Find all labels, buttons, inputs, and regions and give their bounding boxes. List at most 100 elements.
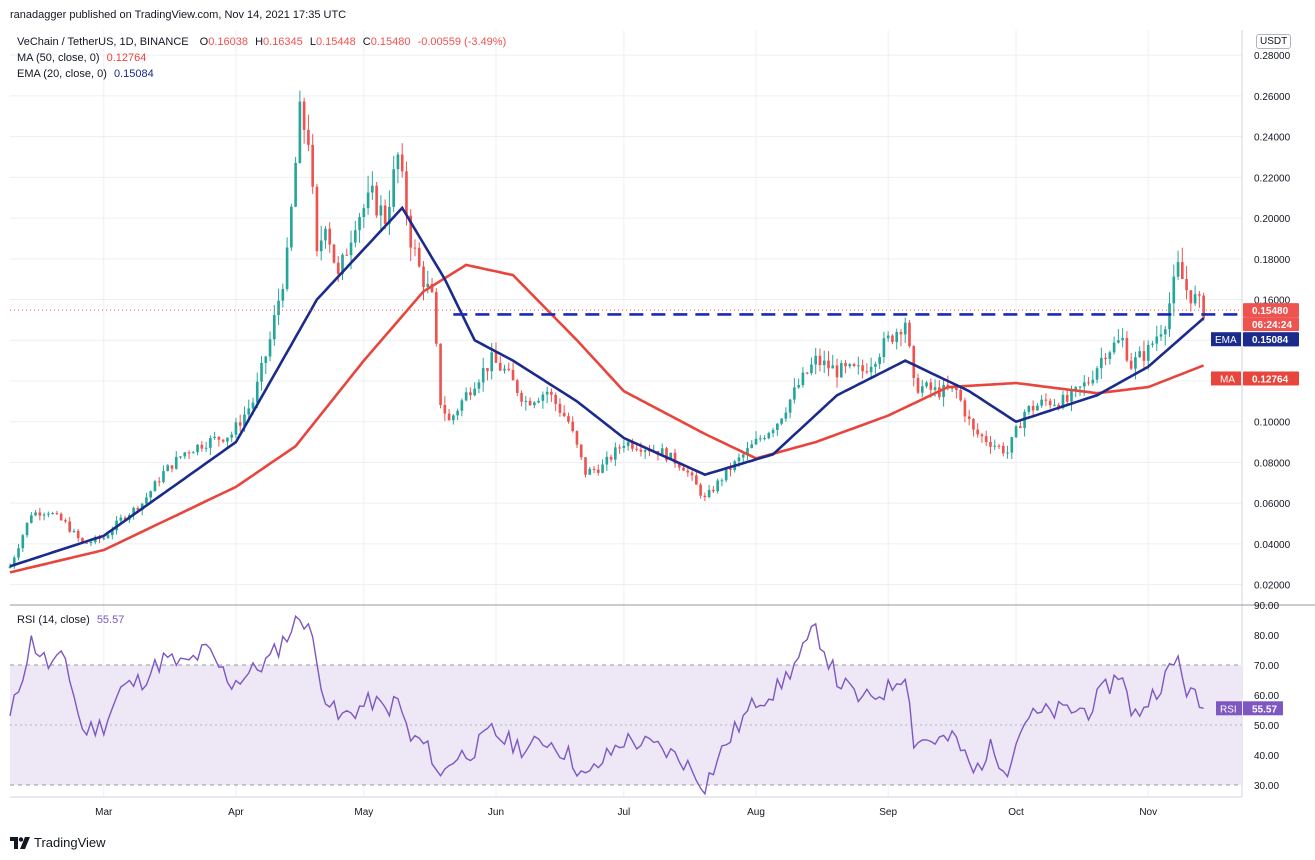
- candle-body: [716, 480, 719, 492]
- candle: [1172, 264, 1176, 317]
- candle-body: [865, 371, 869, 373]
- candle-body: [430, 283, 434, 293]
- candle: [848, 363, 852, 369]
- currency-selector[interactable]: USDT: [1256, 34, 1292, 49]
- candle: [805, 371, 809, 375]
- candle-body: [1048, 400, 1052, 406]
- price-tick-label: 0.24000: [1254, 133, 1291, 144]
- candle-body: [929, 382, 933, 390]
- candle-body: [1193, 294, 1197, 304]
- high-value: 0.16345: [263, 36, 303, 48]
- candle: [724, 468, 728, 483]
- countdown-tag-bg: [1243, 317, 1299, 332]
- ma-value-tag-bg: [1243, 371, 1299, 386]
- candle: [42, 512, 46, 521]
- candle-body: [464, 392, 468, 401]
- candle: [1193, 285, 1197, 307]
- candle: [852, 362, 856, 368]
- candle: [238, 414, 242, 432]
- candle: [47, 511, 50, 518]
- candle-body: [993, 445, 997, 447]
- candle-body: [1176, 262, 1180, 277]
- candle: [635, 444, 638, 452]
- change-value: -0.00559 (-3.49%): [417, 36, 507, 48]
- ma-value-tag: 0.12764: [1243, 371, 1299, 386]
- candle-body: [1001, 445, 1005, 454]
- ema-label: EMA (20, close, 0): [17, 68, 107, 80]
- candle-body: [1189, 290, 1193, 304]
- candle-body: [89, 542, 93, 544]
- candle-body: [162, 471, 165, 482]
- candle-body: [166, 465, 170, 472]
- candle-body: [984, 436, 988, 442]
- tradingview-logo[interactable]: TradingView: [10, 835, 106, 850]
- candle: [925, 380, 928, 389]
- candle: [831, 354, 835, 369]
- rsi-tick-label: 90.00: [1254, 601, 1279, 612]
- candle-body: [771, 429, 775, 434]
- candle: [358, 213, 361, 243]
- candle-body: [388, 206, 391, 224]
- candle-body: [758, 438, 762, 440]
- candle: [392, 155, 395, 213]
- candle-body: [507, 368, 511, 370]
- candle-body: [38, 512, 42, 516]
- candle: [963, 397, 967, 423]
- candle-body: [183, 452, 187, 457]
- candle: [1044, 393, 1048, 406]
- candle-body: [1142, 351, 1146, 361]
- candle: [763, 435, 766, 441]
- candle-body: [520, 392, 523, 402]
- candle: [822, 350, 826, 373]
- candle: [375, 181, 378, 218]
- ema-legend: EMA (20, close, 0) 0.15084: [17, 68, 154, 80]
- candle: [882, 331, 886, 364]
- time-tick-label: Apr: [228, 807, 244, 818]
- candle-body: [341, 254, 344, 274]
- candle-body: [797, 385, 800, 388]
- candle: [545, 386, 549, 404]
- candle-body: [281, 288, 285, 301]
- candle-body: [17, 548, 20, 558]
- candle-body: [831, 365, 835, 369]
- candle: [481, 357, 485, 392]
- candle: [533, 400, 536, 409]
- candle-body: [447, 413, 451, 421]
- candle-body: [660, 448, 664, 456]
- candle-body: [511, 369, 515, 381]
- candle-body: [575, 431, 579, 445]
- candle: [507, 362, 511, 372]
- candle: [226, 437, 229, 447]
- candle-body: [1151, 343, 1154, 345]
- candle: [754, 431, 758, 446]
- candle: [38, 507, 42, 521]
- candle: [230, 431, 233, 442]
- candle-body: [1019, 426, 1022, 428]
- candle-body: [886, 335, 890, 339]
- candle: [1112, 336, 1116, 355]
- candle: [1202, 292, 1205, 321]
- candle-body: [626, 442, 630, 446]
- candles: [8, 90, 1205, 569]
- candle: [554, 392, 557, 412]
- candle-body: [545, 391, 549, 395]
- candle: [1198, 291, 1201, 308]
- candle-body: [157, 481, 161, 483]
- candle: [503, 364, 506, 374]
- candle: [217, 436, 221, 447]
- candle-body: [997, 445, 1001, 447]
- candle: [353, 220, 357, 248]
- candle: [29, 512, 33, 524]
- candle-body: [1044, 399, 1048, 401]
- rsi-tick-label: 30.00: [1254, 781, 1279, 792]
- candle-body: [140, 503, 144, 511]
- candle: [319, 225, 323, 261]
- candle: [665, 446, 668, 463]
- candle-body: [741, 454, 745, 458]
- rsi-tag-label: RSI: [1220, 704, 1237, 715]
- last-price-tag: 0.15480: [1243, 303, 1299, 318]
- candle-body: [29, 515, 33, 523]
- candle-body: [311, 144, 314, 187]
- candle-body: [750, 444, 754, 449]
